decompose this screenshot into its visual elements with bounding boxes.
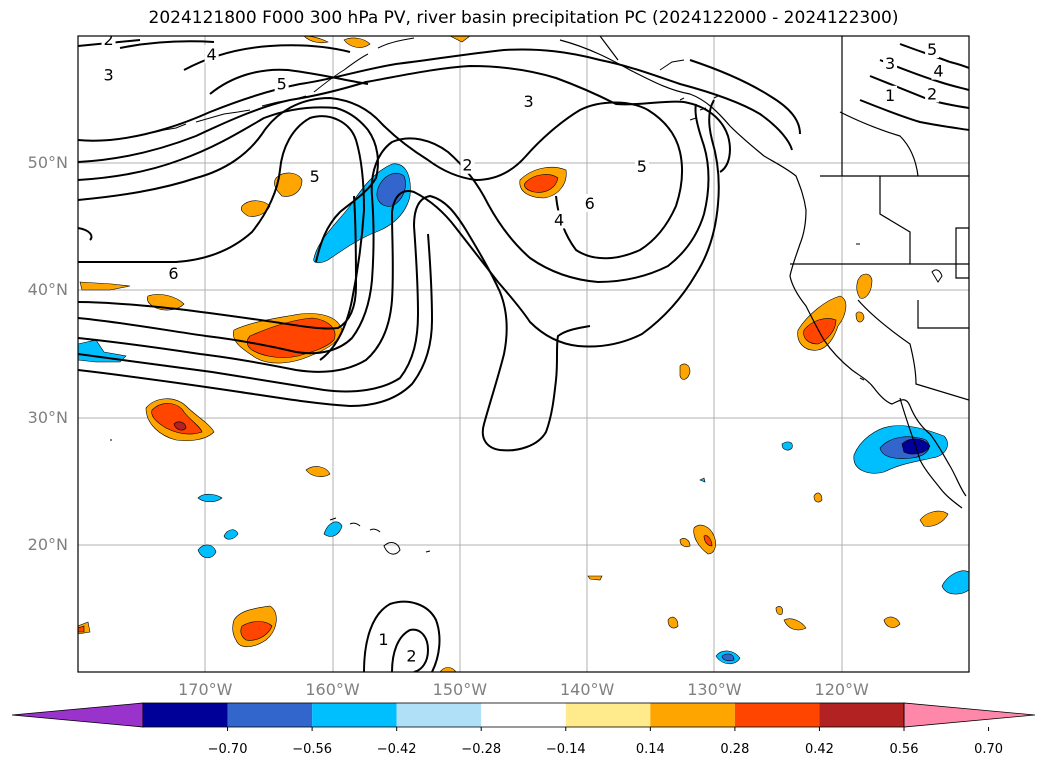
contour-label-bg xyxy=(521,92,536,111)
lat-tick-label: 40°N xyxy=(27,280,68,300)
precipitation-shading xyxy=(78,36,969,672)
pv-contours xyxy=(78,39,969,672)
colorbar-tick-label: 0.70 xyxy=(974,742,1004,757)
colorbar-tick-label: 0.56 xyxy=(889,742,919,757)
lon-tick-label: 150°W xyxy=(432,680,488,699)
contour-label: 4 xyxy=(933,62,943,81)
contour-label-bg xyxy=(883,53,898,72)
contour-label-bg xyxy=(404,646,419,665)
lat-tick-label: 20°N xyxy=(27,534,68,554)
colorbar-segment xyxy=(312,703,397,727)
colorbar-tick-label: −0.56 xyxy=(292,742,333,757)
colorbar-tick-label: −0.14 xyxy=(545,742,586,757)
contour-label: 5 xyxy=(310,167,320,186)
contour-label-bg xyxy=(101,65,116,84)
contour-label: 2 xyxy=(927,85,937,104)
colorbar-tick-label: −0.28 xyxy=(461,742,502,757)
contour-label: 1 xyxy=(885,86,895,105)
lon-tick-label: 130°W xyxy=(687,680,742,699)
colorbar-frame xyxy=(142,702,905,728)
colorbar-segment xyxy=(565,703,651,727)
contour-label-bg xyxy=(166,263,181,282)
contour-label-bg xyxy=(925,84,940,103)
coastlines xyxy=(559,36,969,509)
contour-label: 5 xyxy=(637,157,647,176)
contour-label-bg xyxy=(274,74,289,93)
colorbar-tick-label: 0.28 xyxy=(720,742,750,757)
lon-tick-label: 160°W xyxy=(305,680,360,699)
colorbar-segment xyxy=(650,703,735,727)
plot-frame xyxy=(77,35,970,673)
contour-label: 3 xyxy=(523,92,533,111)
contour-label-bg xyxy=(883,85,898,104)
contour-label-bg xyxy=(101,36,116,48)
contour-label-bg xyxy=(376,630,391,649)
contour-label: 5 xyxy=(927,40,937,59)
map-title: 2024121800 F000 300 hPa PV, river basin … xyxy=(148,8,899,28)
contour-label: 5 xyxy=(277,74,287,93)
contour-label-bg xyxy=(552,210,567,229)
contour-label-bg xyxy=(307,167,322,186)
colorbar-extend-high xyxy=(903,702,1036,728)
colorbar-tick-label: 0.42 xyxy=(804,742,834,757)
lon-tick-label: 140°W xyxy=(559,680,615,699)
lat-tick-label: 30°N xyxy=(27,407,68,427)
contour-label-bg xyxy=(634,157,649,176)
colorbar-segment xyxy=(734,703,820,727)
lon-tick-label: 170°W xyxy=(178,680,233,699)
contour-label: 2 xyxy=(103,30,113,49)
contour-label: 3 xyxy=(885,54,895,73)
lon-tick-label: 120°W xyxy=(814,680,869,699)
colorbar-tick-label: −0.42 xyxy=(376,742,417,757)
colorbar-segment xyxy=(143,703,228,727)
contour-label-bg xyxy=(582,193,597,212)
gridlines xyxy=(78,36,969,672)
contour-label: 1 xyxy=(378,630,388,649)
colorbar-extend-low xyxy=(11,702,144,728)
contour-label: 6 xyxy=(168,264,178,283)
lat-tick-label: 50°N xyxy=(27,153,68,173)
contour-label: 6 xyxy=(585,194,595,213)
contour-label-bg xyxy=(460,155,475,174)
contour-label-bg xyxy=(925,39,940,58)
contour-label-bg xyxy=(204,45,219,64)
contour-label: 4 xyxy=(207,45,217,64)
islands xyxy=(110,37,943,555)
contour-label-bg xyxy=(931,61,946,80)
colorbar-tick-label: 0.14 xyxy=(635,742,665,757)
contour-label: 4 xyxy=(554,210,564,229)
contour-label: 2 xyxy=(462,156,472,175)
colorbar-segment xyxy=(481,703,566,727)
colorbar-segment xyxy=(819,703,904,727)
colorbar-tick-label: −0.70 xyxy=(207,742,248,757)
colorbar-segment xyxy=(227,703,313,727)
contour-label: 2 xyxy=(406,647,416,666)
colorbar-segment xyxy=(396,703,482,727)
contour-label: 3 xyxy=(103,65,113,84)
